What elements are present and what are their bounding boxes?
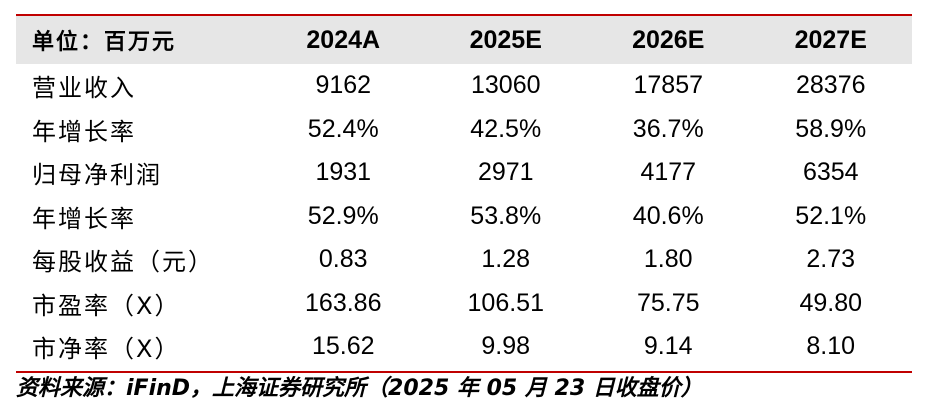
row-label: 年增长率 — [32, 204, 136, 233]
table-cell: 9.98 — [481, 332, 531, 361]
table-cell: 9162 — [315, 71, 372, 100]
table-row: 年增长率 52.4% 42.5% 36.7% 58.9% — [16, 108, 912, 152]
header-column: 2025E — [469, 25, 542, 54]
table-cell: 17857 — [633, 71, 704, 100]
table-row: 营业收入 9162 13060 17857 28376 — [16, 64, 912, 108]
table-cell: 52.4% — [307, 114, 379, 143]
table-row: 市盈率（X） 163.86 106.51 75.75 49.80 — [16, 282, 912, 326]
header-column: 2026E — [632, 25, 705, 54]
table-cell: 58.9% — [795, 114, 867, 143]
row-label: 归母净利润 — [32, 161, 162, 190]
row-label: 年增长率 — [32, 117, 136, 146]
table-row: 每股收益（元） 0.83 1.28 1.80 2.73 — [16, 238, 912, 282]
table-cell: 52.9% — [307, 201, 379, 230]
row-label: 市净率（X） — [32, 335, 181, 364]
table-cell: 106.51 — [467, 288, 544, 317]
table-row: 归母净利润 1931 2971 4177 6354 — [16, 151, 912, 195]
row-label: 市盈率（X） — [32, 291, 181, 320]
table-cell: 40.6% — [632, 201, 704, 230]
source-note: 资料来源：iFinD，上海证券研究所（2025 年 05 月 23 日收盘价） — [16, 376, 703, 401]
header-unit-label: 单位：百万元 — [32, 30, 177, 55]
table-cell: 9.14 — [643, 332, 693, 361]
table-cell: 2971 — [477, 158, 534, 187]
row-label: 营业收入 — [32, 74, 136, 103]
table-cell: 36.7% — [632, 114, 704, 143]
table-cell: 13060 — [470, 71, 541, 100]
table-cell: 2.73 — [806, 245, 856, 274]
table-cell: 1.80 — [643, 245, 693, 274]
table-cell: 75.75 — [636, 288, 700, 317]
table-row: 年增长率 52.9% 53.8% 40.6% 52.1% — [16, 195, 912, 239]
header-column: 2027E — [794, 25, 867, 54]
table-row: 市净率（X） 15.62 9.98 9.14 8.10 — [16, 325, 912, 369]
table-cell: 1931 — [315, 158, 372, 187]
bottom-rule — [16, 370, 912, 373]
table-cell: 6354 — [802, 158, 859, 187]
table-cell: 28376 — [795, 71, 866, 100]
row-label: 每股收益（元） — [32, 248, 214, 277]
table-cell: 42.5% — [470, 114, 542, 143]
table-cell: 163.86 — [305, 288, 382, 317]
table-cell: 49.80 — [799, 288, 863, 317]
top-rule — [16, 14, 912, 16]
table-cell: 1.28 — [481, 245, 531, 274]
table-cell: 15.62 — [311, 332, 375, 361]
table-cell: 8.10 — [806, 332, 856, 361]
header-column: 2024A — [306, 25, 381, 54]
financial-forecast-table: 单位：百万元 2024A 2025E 2026E 2027E 营业收入 9162… — [16, 14, 912, 373]
table-cell: 0.83 — [318, 245, 368, 274]
table-cell: 52.1% — [795, 201, 867, 230]
table-header-row: 单位：百万元 2024A 2025E 2026E 2027E — [16, 16, 912, 64]
table-cell: 4177 — [640, 158, 697, 187]
table-cell: 53.8% — [470, 201, 542, 230]
